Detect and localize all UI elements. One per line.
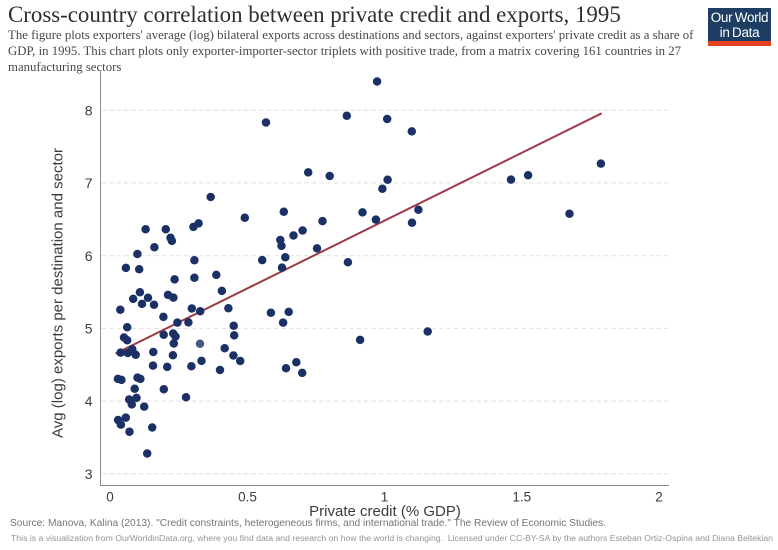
svg-text:1.5: 1.5 [512, 490, 531, 505]
svg-text:8: 8 [85, 102, 93, 118]
svg-text:7: 7 [85, 175, 93, 191]
svg-text:4: 4 [85, 393, 93, 409]
svg-text:6: 6 [85, 248, 93, 264]
svg-text:3: 3 [85, 466, 93, 482]
svg-text:5: 5 [85, 321, 93, 337]
svg-text:0.5: 0.5 [238, 490, 257, 505]
svg-text:2: 2 [655, 490, 663, 505]
svg-text:Private credit (% GDP): Private credit (% GDP) [309, 503, 461, 520]
svg-text:Avg (log) exports per destinat: Avg (log) exports per destination and se… [50, 148, 67, 438]
svg-text:1: 1 [381, 490, 389, 505]
svg-text:0: 0 [106, 490, 114, 505]
